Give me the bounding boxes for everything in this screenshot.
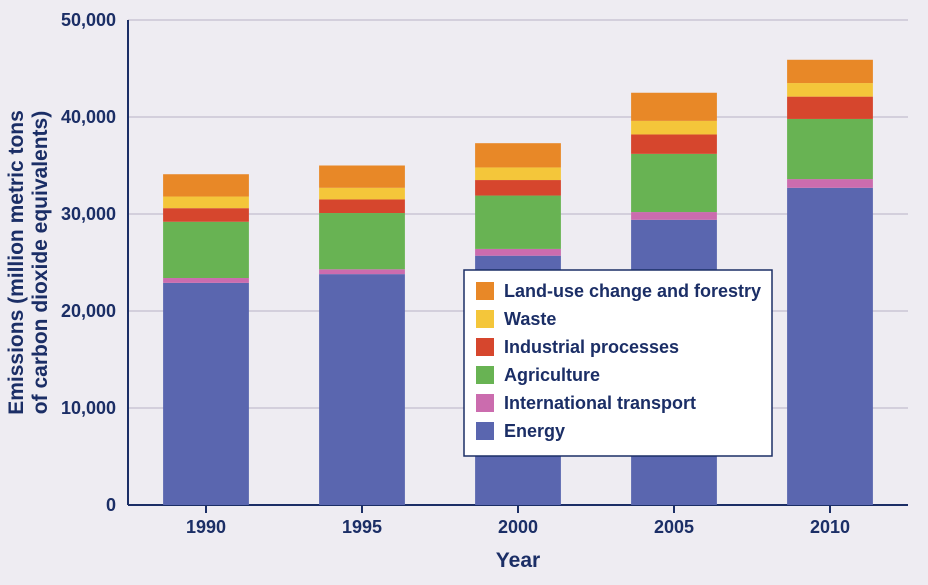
bar-segment-land_use xyxy=(319,166,405,188)
x-tick-label: 2005 xyxy=(654,517,694,537)
legend-label-energy: Energy xyxy=(504,421,565,441)
legend-label-industrial: Industrial processes xyxy=(504,337,679,357)
legend-label-intl_transport: International transport xyxy=(504,393,696,413)
bar-segment-waste xyxy=(475,167,561,180)
bar-segment-land_use xyxy=(631,93,717,121)
bar-segment-waste xyxy=(631,121,717,135)
chart-svg: 0 10,000 20,000 30,000 40,000 50,000 1990 1995 2… xyxy=(0,0,928,585)
bar-segment-energy xyxy=(319,274,405,505)
bar-segment-land_use xyxy=(163,174,249,196)
legend-swatch-waste xyxy=(476,310,494,328)
bar-segment-agriculture xyxy=(319,213,405,269)
bar-segment-intl_transport xyxy=(319,269,405,274)
legend-swatch-land_use xyxy=(476,282,494,300)
bar-segment-waste xyxy=(163,197,249,209)
emissions-stacked-bar-chart: 0 10,000 20,000 30,000 40,000 50,000 1990 1995 2… xyxy=(0,0,928,585)
svg-text:Emissions (million metric tons: Emissions (million metric tons xyxy=(5,110,28,415)
bar-segment-intl_transport xyxy=(787,179,873,188)
bar-segment-agriculture xyxy=(163,222,249,278)
x-tick-label: 2010 xyxy=(810,517,850,537)
x-tick-label: 2000 xyxy=(498,517,538,537)
bar-segment-industrial xyxy=(475,180,561,196)
legend-label-land_use: Land-use change and forestry xyxy=(504,281,761,301)
svg-text:of carbon dioxide equivalents): of carbon dioxide equivalents) xyxy=(29,111,52,414)
y-tick-label: 20,000 xyxy=(61,301,116,321)
legend-label-agriculture: Agriculture xyxy=(504,365,600,385)
x-tick-label: 1995 xyxy=(342,517,382,537)
y-axis-label: Emissions (million metric tonsof carbon … xyxy=(5,110,52,415)
bar-segment-industrial xyxy=(163,208,249,222)
y-tick-label: 50,000 xyxy=(61,10,116,30)
bar-segment-energy xyxy=(787,188,873,505)
x-tick-label: 1990 xyxy=(186,517,226,537)
bar-segment-intl_transport xyxy=(163,278,249,283)
legend-swatch-industrial xyxy=(476,338,494,356)
legend-swatch-energy xyxy=(476,422,494,440)
bar-segment-intl_transport xyxy=(475,249,561,256)
y-tick-label: 40,000 xyxy=(61,107,116,127)
bar-segment-agriculture xyxy=(475,196,561,249)
bar-segment-waste xyxy=(319,188,405,200)
bar-segment-waste xyxy=(787,83,873,97)
bar-segment-land_use xyxy=(787,60,873,83)
x-axis-label: Year xyxy=(496,549,540,572)
bar-segment-industrial xyxy=(631,134,717,153)
y-tick-label: 30,000 xyxy=(61,204,116,224)
bar-segment-agriculture xyxy=(631,154,717,212)
y-tick-label: 0 xyxy=(106,495,116,515)
legend-swatch-agriculture xyxy=(476,366,494,384)
bar-segment-energy xyxy=(163,283,249,505)
bar-segment-intl_transport xyxy=(631,212,717,220)
y-tick-label: 10,000 xyxy=(61,398,116,418)
bar-segment-industrial xyxy=(787,97,873,119)
legend-label-waste: Waste xyxy=(504,309,556,329)
bar-segment-industrial xyxy=(319,199,405,213)
bar-segment-agriculture xyxy=(787,119,873,179)
legend-swatch-intl_transport xyxy=(476,394,494,412)
bar-segment-land_use xyxy=(475,143,561,167)
